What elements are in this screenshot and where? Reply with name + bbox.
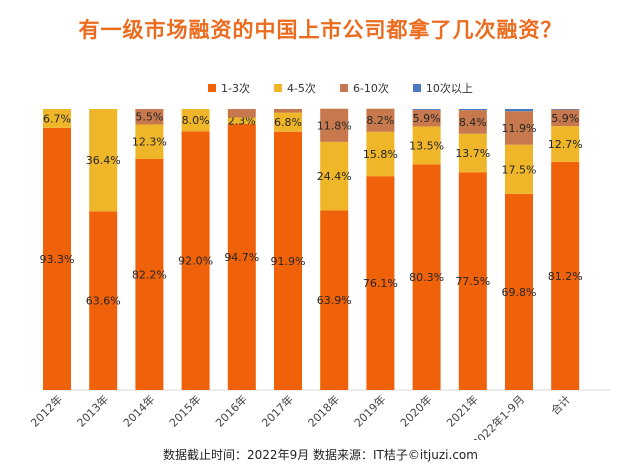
- data-label: 81.2%: [548, 270, 583, 283]
- x-tick-label: 2016年: [212, 392, 249, 429]
- bar-segment: [320, 108, 349, 142]
- bar-segment: [135, 124, 164, 160]
- data-label: 76.1%: [363, 277, 398, 290]
- data-label: 5.9%: [413, 112, 441, 125]
- data-label: 36.4%: [86, 154, 121, 167]
- legend: 1-3次 4-5次 6-10次 10次以上: [208, 80, 473, 96]
- legend-label: 1-3次: [221, 82, 250, 95]
- bar-segment: [366, 131, 395, 177]
- x-tick-label: 2014年: [120, 392, 157, 429]
- bar-segment: [181, 109, 210, 132]
- bar-segment: [505, 111, 533, 145]
- x-tick-label: 2021年: [443, 392, 480, 429]
- data-label: 69.8%: [502, 286, 537, 299]
- legend-label: 6-10次: [352, 82, 389, 95]
- bar-segment: [551, 109, 580, 110]
- x-tick-label: 合计: [548, 392, 573, 417]
- bar-segment: [412, 126, 441, 165]
- data-label: 8.2%: [366, 114, 394, 127]
- x-tick-label: 2018年: [305, 392, 342, 429]
- legend-swatch: [273, 84, 282, 92]
- bar-segment: [227, 109, 256, 118]
- legend-swatch: [208, 84, 216, 92]
- data-label: 93.3%: [40, 253, 75, 266]
- legend-item: 1-3次: [208, 80, 250, 96]
- bar-segment: [412, 109, 441, 127]
- bar-segment: [320, 210, 349, 390]
- data-label: 11.8%: [317, 119, 352, 132]
- data-label: 92.0%: [178, 255, 213, 268]
- data-label: 6.8%: [274, 116, 302, 129]
- bar-segment: [43, 127, 71, 391]
- legend-item: 10次以上: [412, 80, 473, 96]
- x-tick-label: 2019年: [351, 392, 388, 429]
- data-label: 94.7%: [224, 251, 259, 264]
- bar-segment: [227, 123, 256, 390]
- bar-segment: [458, 172, 487, 390]
- bar-segment: [135, 109, 164, 125]
- data-label: 5.9%: [551, 112, 579, 125]
- bar-segment: [458, 109, 487, 111]
- data-label: 8.4%: [459, 116, 487, 129]
- bar-segment: [227, 117, 256, 124]
- legend-label: 4-5次: [286, 82, 316, 95]
- data-label: 17.5%: [502, 163, 537, 176]
- data-label: 13.5%: [409, 139, 444, 152]
- data-label: 8.0%: [182, 114, 210, 127]
- data-label: 6.7%: [43, 112, 71, 125]
- x-tick-label: 2020年: [397, 392, 434, 429]
- legend-swatch: [412, 84, 421, 92]
- data-label: 12.3%: [132, 136, 167, 149]
- data-label: 2.3%: [228, 115, 256, 128]
- legend-label: 10次以上: [425, 82, 473, 95]
- bar-segment: [43, 109, 71, 128]
- data-label: 5.5%: [135, 111, 163, 124]
- bar-segment: [412, 164, 441, 390]
- footer-source: 数据截止时间：2022年9月 数据来源：IT桔子©itjuzi.com: [163, 448, 478, 462]
- bar-segment: [274, 109, 302, 113]
- legend-swatch: [339, 84, 348, 92]
- bar-segment: [551, 161, 580, 390]
- bar-segment: [505, 109, 533, 112]
- data-label: 13.7%: [455, 147, 490, 160]
- legend-item: 4-5次: [273, 80, 316, 96]
- bar-segment: [181, 131, 210, 391]
- chart-title: 有一级市场融资的中国上市公司都拿了几次融资？: [78, 18, 563, 42]
- x-tick-label: 2012年: [28, 392, 65, 429]
- bar-segment: [274, 131, 302, 391]
- x-tick-label: 2017年: [259, 392, 296, 429]
- bar-segment: [458, 110, 487, 134]
- bar-segment: [274, 112, 302, 132]
- data-label: 77.5%: [455, 275, 490, 288]
- data-label: 15.8%: [363, 148, 398, 161]
- bar-segment: [551, 126, 580, 162]
- bar-segment: [505, 144, 533, 194]
- bar-segment: [89, 109, 118, 212]
- bar-segment: [551, 109, 580, 127]
- bar-segment: [135, 159, 164, 390]
- chart-plot: 93.3% 6.7% 2012年 63.6% 36.4% 2013年 82.2% 12.3% 5…: [28, 108, 610, 440]
- bar-segment: [320, 141, 349, 211]
- x-tick-label: 2013年: [74, 392, 111, 429]
- bar-segment: [505, 193, 533, 390]
- data-label: 80.3%: [409, 271, 444, 284]
- data-label: 91.9%: [271, 255, 306, 268]
- bar-segment: [412, 109, 441, 110]
- bar-segment: [366, 108, 395, 132]
- data-label: 63.6%: [86, 295, 121, 308]
- data-label: 63.9%: [317, 294, 352, 307]
- x-tick-label: 2015年: [166, 392, 203, 429]
- bar-segment: [366, 176, 395, 390]
- data-label: 24.4%: [317, 170, 352, 183]
- data-label: 82.2%: [132, 269, 167, 282]
- data-label: 11.9%: [502, 122, 537, 135]
- bar-segment: [458, 133, 487, 173]
- data-label: 12.7%: [548, 138, 583, 151]
- legend-item: 6-10次: [339, 80, 389, 96]
- bar-segment: [89, 211, 118, 390]
